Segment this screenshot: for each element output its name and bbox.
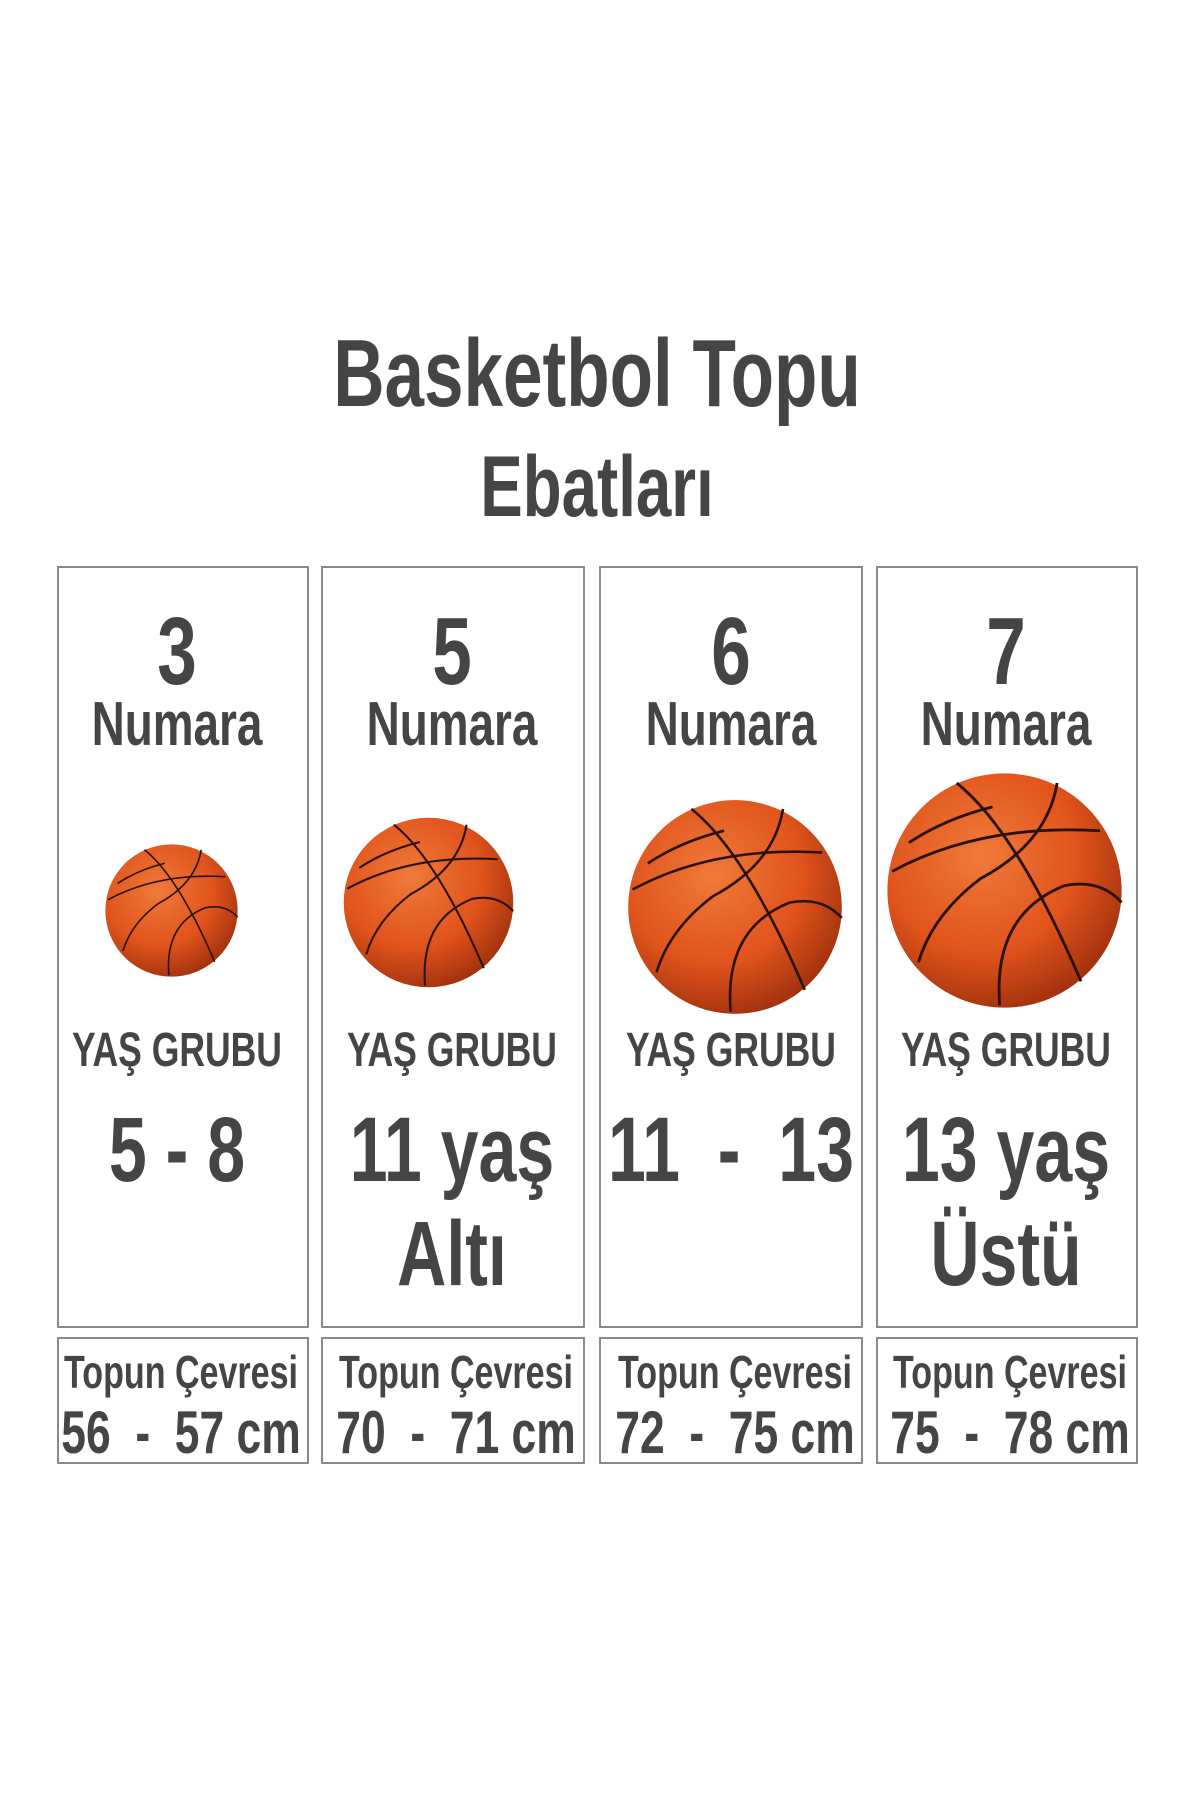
size-column-box	[876, 566, 1138, 1328]
basketball-icon	[104, 843, 238, 977]
size-column-box	[57, 566, 309, 1328]
numara-label: Numara	[645, 690, 817, 759]
title-line-1: Basketbol Topu	[333, 320, 861, 427]
basketball-icon	[343, 817, 514, 987]
circumference-value: 72 - 75 cm	[615, 1399, 855, 1466]
circumference-value: 70 - 71 cm	[336, 1399, 576, 1466]
size-number: 5	[432, 598, 472, 705]
size-column-box	[321, 566, 585, 1328]
size-column-box	[599, 566, 863, 1328]
circumference-label: Topun Çevresi	[339, 1346, 573, 1398]
age-range-line-1: 11 yaş	[349, 1099, 555, 1201]
age-range-line-1: 13 yaş	[901, 1099, 1111, 1201]
circumference-label: Topun Çevresi	[618, 1346, 852, 1398]
age-range-line-1: 11 - 13	[607, 1099, 855, 1201]
age-group-label: YAŞ GRUBU	[72, 1024, 282, 1077]
circumference-label: Topun Çevresi	[64, 1346, 298, 1398]
numara-label: Numara	[91, 690, 263, 759]
basketball-icon	[886, 772, 1123, 1008]
numara-label: Numara	[920, 690, 1092, 759]
age-range-line-2: Üstü	[930, 1203, 1082, 1305]
circumference-value: 75 - 78 cm	[890, 1399, 1130, 1466]
size-number: 3	[157, 598, 197, 705]
numara-label: Numara	[366, 690, 538, 759]
circumference-box	[321, 1337, 585, 1464]
age-group-label: YAŞ GRUBU	[901, 1024, 1111, 1077]
age-group-label: YAŞ GRUBU	[347, 1024, 557, 1077]
circumference-box	[599, 1337, 863, 1464]
size-number: 6	[711, 598, 751, 705]
size-number: 7	[986, 598, 1026, 705]
circumference-box	[57, 1337, 309, 1464]
basketball-icon	[628, 800, 843, 1014]
circumference-box	[876, 1337, 1138, 1464]
title-line-2: Ebatları	[480, 439, 714, 535]
age-range-line-1: 5 - 8	[108, 1099, 246, 1201]
age-group-label: YAŞ GRUBU	[626, 1024, 836, 1077]
age-range-line-2: Altı	[397, 1203, 507, 1305]
circumference-value: 56 - 57 cm	[61, 1399, 301, 1466]
circumference-label: Topun Çevresi	[893, 1346, 1127, 1398]
